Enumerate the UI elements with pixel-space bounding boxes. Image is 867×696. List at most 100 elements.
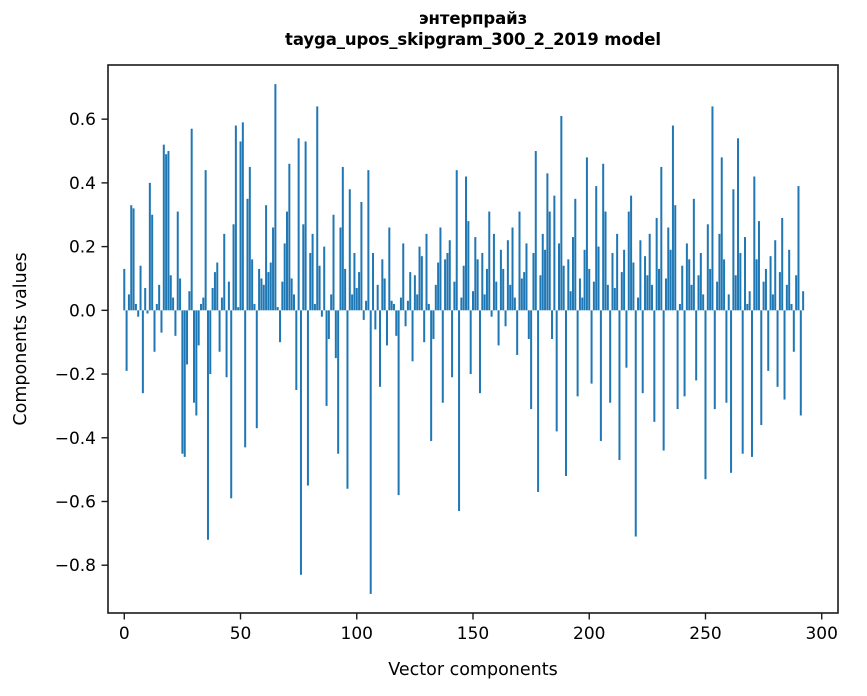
bar xyxy=(574,198,577,311)
bar xyxy=(411,310,414,362)
bar xyxy=(667,227,670,311)
x-tick-label: 300 xyxy=(805,624,837,644)
bar xyxy=(551,310,554,339)
bar xyxy=(481,252,484,311)
bar xyxy=(372,252,375,311)
bar xyxy=(681,265,684,311)
bar xyxy=(518,211,521,311)
y-tick-label: −0.8 xyxy=(55,556,96,576)
bar xyxy=(390,300,393,311)
y-axis-title: Components values xyxy=(11,252,31,425)
bar xyxy=(599,310,602,441)
y-tick-label: 0.0 xyxy=(69,301,96,321)
bar xyxy=(413,275,416,311)
bar xyxy=(365,300,368,311)
bar xyxy=(309,252,312,311)
bar xyxy=(169,275,172,311)
bar xyxy=(427,303,430,311)
bar xyxy=(792,310,795,352)
bar xyxy=(281,281,284,311)
bar xyxy=(725,310,728,403)
bar xyxy=(795,275,798,311)
bar xyxy=(555,310,558,432)
bar xyxy=(437,262,440,311)
bar xyxy=(709,268,712,311)
bar xyxy=(718,233,721,311)
bar xyxy=(232,224,235,311)
bar xyxy=(388,227,391,311)
bar xyxy=(516,310,519,355)
bar xyxy=(676,310,679,410)
bar xyxy=(311,233,314,311)
bar xyxy=(602,163,605,311)
bar xyxy=(497,310,500,346)
bar xyxy=(492,233,495,311)
bar xyxy=(202,297,205,311)
bar xyxy=(674,205,677,311)
bar xyxy=(186,310,189,365)
bar xyxy=(406,300,409,311)
bar xyxy=(441,310,444,403)
bar xyxy=(409,272,412,311)
bar xyxy=(395,310,398,336)
bar xyxy=(209,310,212,375)
bar xyxy=(520,278,523,311)
bar xyxy=(248,166,251,311)
bar xyxy=(616,233,619,311)
bar xyxy=(392,303,395,311)
bar xyxy=(144,288,147,311)
bar xyxy=(348,189,351,311)
bar xyxy=(764,268,767,311)
axis-labels-group: 0 50 100 150 200 250 300 0.6 0.4 0.2 0.0 −0.2 −0.4 −0… xyxy=(11,110,838,680)
bar xyxy=(165,154,168,311)
bar xyxy=(699,252,702,311)
bar xyxy=(462,265,465,311)
bar xyxy=(346,310,349,489)
bar xyxy=(613,288,616,311)
bar xyxy=(404,310,407,327)
bar xyxy=(660,166,663,311)
bar xyxy=(255,310,258,429)
bar xyxy=(181,310,184,454)
bar xyxy=(509,284,512,311)
bar xyxy=(190,128,193,311)
bar xyxy=(218,310,221,352)
bar xyxy=(597,246,600,311)
bar xyxy=(151,214,154,311)
bar xyxy=(569,291,572,311)
bar xyxy=(367,170,370,311)
bar xyxy=(799,310,802,416)
bar xyxy=(234,125,237,311)
bar xyxy=(460,297,463,311)
bar xyxy=(727,294,730,311)
bar xyxy=(339,227,342,311)
bar xyxy=(530,310,533,410)
bar xyxy=(558,243,561,311)
bar xyxy=(767,310,770,371)
bar xyxy=(637,297,640,311)
bar xyxy=(153,310,156,352)
bar xyxy=(276,307,279,311)
bar xyxy=(423,310,426,343)
bar xyxy=(220,297,223,311)
x-tick-label: 100 xyxy=(341,624,373,644)
bar xyxy=(567,259,570,311)
bar xyxy=(262,284,265,311)
bar xyxy=(467,221,470,311)
bar xyxy=(176,211,179,311)
bar xyxy=(583,249,586,311)
bar xyxy=(653,310,656,422)
bar xyxy=(327,310,330,339)
bar xyxy=(130,205,133,311)
y-tick-label: 0.6 xyxy=(69,110,96,130)
bar xyxy=(723,259,726,311)
bar xyxy=(290,278,293,311)
bar xyxy=(632,262,635,311)
x-tick-label: 50 xyxy=(230,624,252,644)
bar xyxy=(237,307,240,311)
bar xyxy=(260,278,263,311)
y-tick-label: −0.4 xyxy=(55,429,96,449)
bar xyxy=(125,310,128,371)
bar xyxy=(523,272,526,311)
y-tick-label: 0.4 xyxy=(69,174,96,194)
